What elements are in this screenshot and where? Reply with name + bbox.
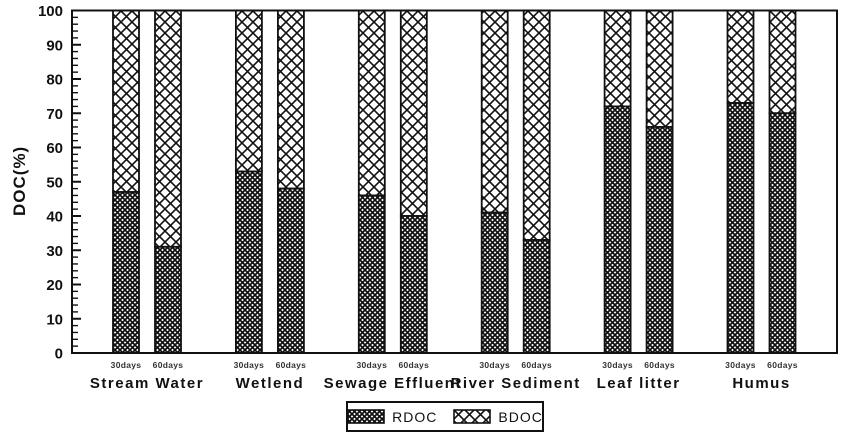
bar-bdoc-segment xyxy=(112,9,140,193)
group-label: River Sediment xyxy=(451,375,581,392)
bar-bdoc-segment xyxy=(154,9,182,248)
legend-label-rdoc: RDOC xyxy=(392,408,438,425)
bar-rdoc-segment xyxy=(480,211,509,354)
bar-bdoc-segment xyxy=(603,9,632,108)
bar-time-label: 60days xyxy=(644,360,675,370)
y-tick-label: 20 xyxy=(46,277,63,294)
y-tick-label: 10 xyxy=(46,311,63,328)
y-axis-title: DOC(%) xyxy=(10,145,29,217)
bar-time-label: 60days xyxy=(276,360,307,370)
bar-rdoc-segment xyxy=(726,102,755,354)
bar-bdoc-segment xyxy=(399,9,428,217)
rdoc-swatch-icon xyxy=(347,409,385,424)
group-label: Stream Water xyxy=(90,375,204,392)
bar-bdoc-segment xyxy=(480,9,509,214)
bar-rdoc-segment xyxy=(522,239,551,354)
x-labels-layer: 30days 60days Stream Water 30days 60days Wetl… xyxy=(90,360,798,392)
bar-bdoc-segment xyxy=(522,9,551,241)
bar-time-label: 30days xyxy=(479,360,510,370)
axis-layer: 0 10 20 30 40 50 60 70 80 90 100 xyxy=(38,3,838,363)
bar-bdoc-segment xyxy=(234,9,263,173)
bar-bdoc-segment xyxy=(645,9,674,128)
bar-time-label: 60days xyxy=(398,360,429,370)
legend-entry-rdoc: RDOC xyxy=(347,409,437,424)
bar-rdoc-segment xyxy=(357,194,386,354)
bars-layer xyxy=(112,9,797,354)
bar-rdoc-segment xyxy=(768,112,797,354)
bar-rdoc-segment xyxy=(276,187,305,354)
bar-time-label: 30days xyxy=(356,360,387,370)
group-label: Leaf litter xyxy=(597,375,681,392)
legend-entry-bdoc: BDOC xyxy=(453,409,542,424)
group-label: Humus xyxy=(732,375,790,392)
legend: RDOC BDOC xyxy=(346,401,544,432)
y-tick-label: 80 xyxy=(46,72,63,89)
bar-time-label: 30days xyxy=(725,360,756,370)
bar-bdoc-segment xyxy=(726,9,755,104)
group-label: Wetlend xyxy=(236,375,305,392)
bar-time-label: 60days xyxy=(521,360,552,370)
plot-frame xyxy=(71,9,838,354)
y-tick-label: 60 xyxy=(46,140,63,157)
y-tick-label: 50 xyxy=(46,174,63,191)
bar-rdoc-segment xyxy=(154,245,182,354)
bar-rdoc-segment xyxy=(234,170,263,354)
bar-time-label: 60days xyxy=(153,360,184,370)
bar-time-label: 30days xyxy=(111,360,142,370)
bar-rdoc-segment xyxy=(603,105,632,354)
y-tick-label: 90 xyxy=(46,37,63,54)
bar-time-label: 60days xyxy=(767,360,798,370)
y-tick-label: 0 xyxy=(55,346,63,363)
y-tick-label: 40 xyxy=(46,209,63,226)
bdoc-swatch-icon xyxy=(453,409,492,424)
y-tick-label: 70 xyxy=(46,106,63,123)
bar-bdoc-segment xyxy=(768,9,797,115)
bar-bdoc-segment xyxy=(357,9,386,197)
bar-rdoc-segment xyxy=(645,126,674,354)
bar-time-label: 30days xyxy=(602,360,633,370)
legend-label-bdoc: BDOC xyxy=(498,408,543,425)
bar-rdoc-segment xyxy=(399,215,428,354)
y-tick-label: 30 xyxy=(46,243,63,260)
group-label: Sewage Effluent xyxy=(324,375,462,392)
bar-bdoc-segment xyxy=(276,9,305,190)
bar-rdoc-segment xyxy=(112,191,140,354)
y-tick-label: 100 xyxy=(38,3,63,20)
bar-time-label: 30days xyxy=(234,360,265,370)
